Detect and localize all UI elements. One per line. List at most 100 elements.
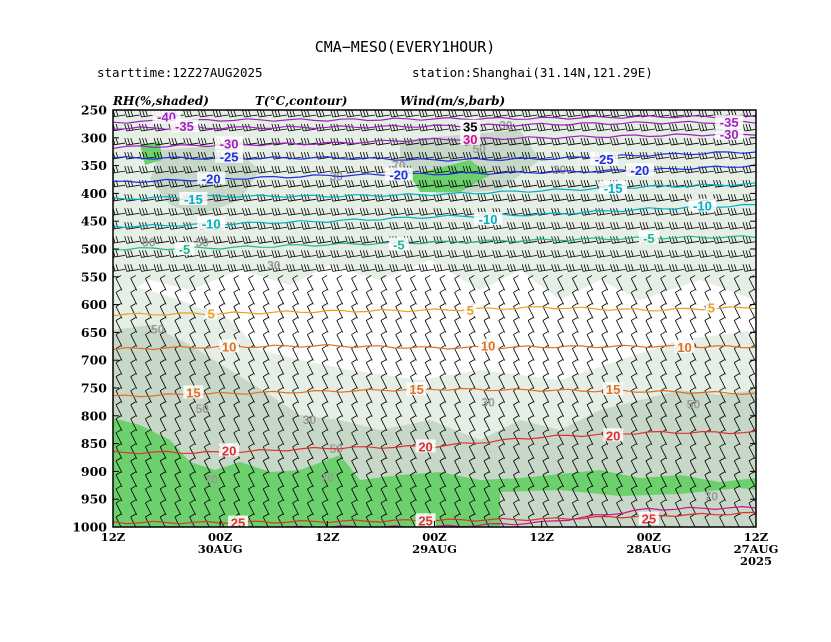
rh-contour-label: 30 xyxy=(553,163,567,177)
wind-barb xyxy=(483,401,491,417)
wind-barb xyxy=(321,471,329,488)
wind-barb xyxy=(660,485,668,502)
wind-barb xyxy=(483,415,491,431)
wind-barb xyxy=(527,415,535,431)
wind-barb xyxy=(439,289,447,305)
wind-barb xyxy=(145,499,152,516)
wind-barb xyxy=(242,110,258,118)
wind-barb xyxy=(389,264,405,272)
wind-barb xyxy=(557,485,564,502)
wind-barb xyxy=(719,289,726,305)
wind-barb xyxy=(439,471,447,488)
wind-barb xyxy=(300,264,317,272)
wind-barb xyxy=(669,123,685,132)
wind-barb xyxy=(365,513,372,527)
wind-barb xyxy=(630,499,638,516)
wind-barb xyxy=(218,289,226,305)
wind-barb xyxy=(698,151,714,160)
temperature-label: 15 xyxy=(186,385,200,400)
wind-barb xyxy=(159,443,167,460)
wind-barb xyxy=(307,331,314,347)
wind-barb xyxy=(536,123,552,132)
wind-barb xyxy=(433,166,449,174)
wind-barb xyxy=(242,264,258,272)
wind-barb xyxy=(689,471,697,488)
wind-barb xyxy=(395,401,403,417)
wind-barb xyxy=(174,289,182,305)
wind-barb xyxy=(557,359,564,375)
wind-barb xyxy=(277,373,285,389)
wind-barb xyxy=(203,387,211,403)
wind-barb xyxy=(483,317,491,333)
wind-barb xyxy=(616,331,623,347)
wind-barb xyxy=(675,387,682,403)
y-tick-label: 650 xyxy=(81,325,107,340)
wind-barb xyxy=(336,401,344,417)
wind-barb xyxy=(675,373,682,389)
wind-barb xyxy=(233,359,241,375)
wind-barb xyxy=(571,401,579,417)
wind-barb xyxy=(410,485,417,502)
wind-barb xyxy=(733,415,741,431)
wind-barb xyxy=(395,331,403,347)
wind-barb xyxy=(189,359,196,375)
wind-barb xyxy=(557,331,564,347)
wind-barb xyxy=(424,303,432,319)
wind-barb xyxy=(242,166,258,174)
wind-barb xyxy=(645,485,653,502)
wind-barb xyxy=(359,250,376,258)
wind-barb xyxy=(513,289,520,305)
wind-barb xyxy=(410,471,417,488)
wind-barb xyxy=(448,264,464,272)
wind-barb xyxy=(271,250,287,258)
wind-barb xyxy=(300,250,317,258)
wind-barb xyxy=(704,415,712,431)
wind-barb xyxy=(733,513,740,527)
wind-barb xyxy=(733,401,741,417)
wind-barb xyxy=(256,236,273,244)
wind-barb xyxy=(654,222,670,230)
temperature-label-bg xyxy=(625,163,654,177)
wind-barb xyxy=(330,110,346,118)
wind-barb xyxy=(159,471,167,488)
wind-barb xyxy=(351,359,358,375)
wind-barb xyxy=(256,208,273,216)
wind-barb xyxy=(675,289,682,305)
wind-barb xyxy=(507,194,523,202)
wind-barb xyxy=(315,250,332,258)
wind-barb xyxy=(242,222,258,230)
wind-barb xyxy=(262,485,270,502)
wind-barb xyxy=(660,317,668,333)
wind-barb xyxy=(330,222,346,230)
temperature-label-bg xyxy=(406,382,427,396)
wind-barb xyxy=(153,236,170,244)
wind-barb xyxy=(675,359,682,375)
wind-barb xyxy=(307,513,313,527)
wind-barb xyxy=(197,236,214,244)
wind-barb xyxy=(513,317,520,333)
wind-barb xyxy=(130,289,138,305)
wind-barb xyxy=(542,317,550,333)
wind-barb xyxy=(498,443,506,460)
wind-barb xyxy=(521,194,538,202)
wind-barb xyxy=(115,401,123,417)
wind-barb xyxy=(218,499,226,516)
wind-barb xyxy=(351,331,358,347)
wind-barb xyxy=(727,208,744,216)
wind-barb xyxy=(212,208,229,216)
wind-barb xyxy=(336,331,344,347)
wind-barb xyxy=(307,429,314,445)
temperature-contour-line xyxy=(113,387,756,398)
wind-barb xyxy=(704,401,712,417)
y-tick-label: 750 xyxy=(81,381,107,396)
wind-barb xyxy=(262,359,270,375)
wind-barb xyxy=(395,485,403,502)
wind-barb xyxy=(418,250,435,258)
wind-barb xyxy=(292,303,300,319)
wind-barb xyxy=(345,208,361,216)
wind-barb xyxy=(115,345,123,361)
wind-barb xyxy=(683,236,700,244)
wind-barb xyxy=(719,331,726,347)
